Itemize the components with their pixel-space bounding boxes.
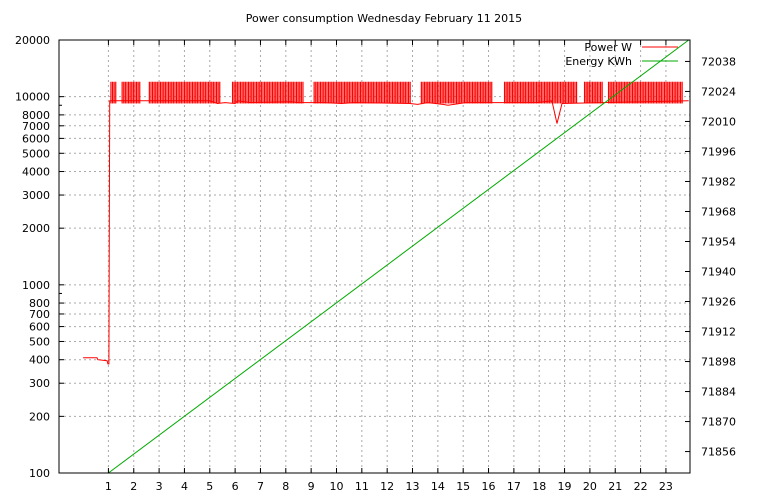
- x-tick-label: 20: [583, 480, 597, 493]
- y2-tick-label: 72024: [701, 85, 736, 98]
- y-tick-label: 500: [29, 335, 50, 348]
- x-tick-label: 11: [355, 480, 369, 493]
- y2-tick-label: 72010: [701, 115, 736, 128]
- x-tick-label: 16: [482, 480, 496, 493]
- y-tick-label: 6000: [22, 132, 50, 145]
- legend-label: Energy KWh: [565, 55, 632, 68]
- series-power-line: [83, 100, 689, 365]
- y-tick-label: 400: [29, 354, 50, 367]
- series-energy-line: [108, 39, 689, 474]
- x-tick-label: 23: [659, 480, 673, 493]
- power-band: [110, 81, 683, 104]
- y-tick-label: 600: [29, 321, 50, 334]
- x-tick-label: 15: [456, 480, 470, 493]
- x-tick-label: 18: [532, 480, 546, 493]
- y-tick-label: 200: [29, 410, 50, 423]
- series-layer: [83, 39, 689, 474]
- chart-title: Power consumption Wednesday February 11 …: [246, 12, 522, 25]
- y-tick-label: 100: [29, 467, 50, 480]
- y-tick-label: 5000: [22, 147, 50, 160]
- x-tick-label: 10: [329, 480, 343, 493]
- x-tick-label: 2: [130, 480, 137, 493]
- x-tick-label: 13: [406, 480, 420, 493]
- axis-ticks: 1 2 3 4 5 6 7 8 9 10 11 12 13 14 15 16 17 18 19 20 21 22 23100…: [15, 34, 736, 493]
- x-tick-label: 4: [181, 480, 188, 493]
- y2-tick-label: 72038: [701, 55, 736, 68]
- y-tick-label: 2000: [22, 222, 50, 235]
- x-tick-label: 7: [257, 480, 264, 493]
- y-tick-label: 7000: [22, 120, 50, 133]
- x-tick-label: 14: [431, 480, 445, 493]
- grid-lines: [59, 39, 690, 474]
- y-tick-label: 20000: [15, 34, 50, 47]
- y2-tick-label: 71926: [701, 296, 736, 309]
- x-tick-label: 9: [308, 480, 315, 493]
- x-tick-label: 5: [206, 480, 213, 493]
- legend-label: Power W: [584, 41, 632, 54]
- y-tick-label: 1000: [22, 279, 50, 292]
- x-tick-label: 17: [507, 480, 521, 493]
- x-tick-label: 8: [282, 480, 289, 493]
- y-tick-label: 800: [29, 297, 50, 310]
- y2-tick-label: 71954: [701, 235, 736, 248]
- y2-tick-label: 71996: [701, 145, 736, 158]
- y2-tick-label: 71870: [701, 416, 736, 429]
- x-tick-label: 1: [105, 480, 112, 493]
- y-tick-label: 8000: [22, 109, 50, 122]
- y2-tick-label: 71884: [701, 386, 736, 399]
- y2-tick-label: 71968: [701, 205, 736, 218]
- y-tick-label: 3000: [22, 189, 50, 202]
- x-tick-label: 19: [558, 480, 572, 493]
- y2-tick-label: 71856: [701, 446, 736, 459]
- x-tick-label: 3: [156, 480, 163, 493]
- x-tick-label: 22: [634, 480, 648, 493]
- x-tick-label: 12: [380, 480, 394, 493]
- y-tick-label: 10000: [15, 91, 50, 104]
- y2-tick-label: 71982: [701, 175, 736, 188]
- y2-tick-label: 71940: [701, 266, 736, 279]
- y2-tick-label: 71898: [701, 356, 736, 369]
- y-tick-label: 4000: [22, 166, 50, 179]
- y-tick-label: 300: [29, 377, 50, 390]
- y-tick-label: 700: [29, 308, 50, 321]
- y2-tick-label: 71912: [701, 326, 736, 339]
- x-tick-label: 21: [608, 480, 622, 493]
- x-tick-label: 6: [232, 480, 239, 493]
- plot-frame: [58, 39, 691, 474]
